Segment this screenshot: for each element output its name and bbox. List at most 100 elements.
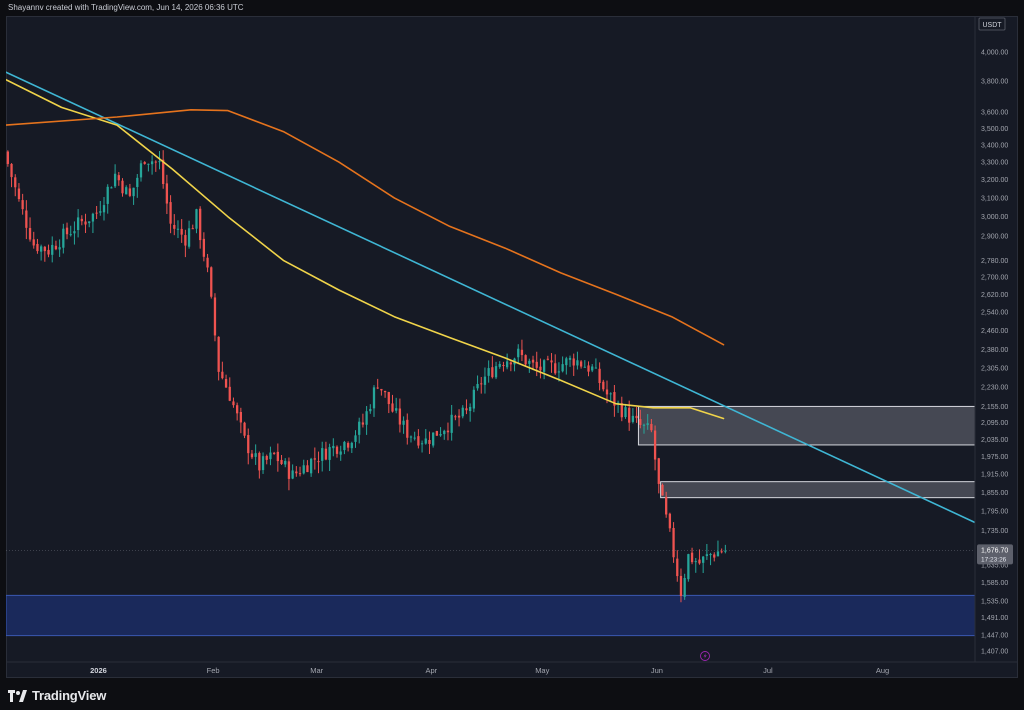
tradingview-logo-icon <box>8 689 27 702</box>
y-tick-label: 3,400.00 <box>981 142 1008 149</box>
candle-body <box>605 389 609 395</box>
candle-body <box>665 496 668 515</box>
y-tick-label: 3,000.00 <box>981 214 1008 221</box>
candle-body <box>476 383 479 389</box>
candle-body <box>295 471 298 474</box>
candle-body <box>587 365 590 372</box>
y-tick-label: 4,000.00 <box>981 49 1008 56</box>
y-tick-label: 1,447.00 <box>981 632 1008 639</box>
candle-body <box>328 447 331 460</box>
candle-body <box>17 188 21 200</box>
x-tick-label: May <box>535 666 549 675</box>
candle-body <box>187 228 191 247</box>
brand-name: TradingView <box>32 688 107 703</box>
candle-body <box>165 183 169 204</box>
zone-supply_upper <box>637 405 975 446</box>
countdown-value: 17:23:26 <box>981 556 1007 563</box>
candle-body <box>631 415 635 422</box>
candle-body <box>724 550 727 552</box>
candle-body <box>232 401 235 406</box>
series-trendline <box>6 71 975 524</box>
candle-body <box>217 336 220 372</box>
x-tick-label: 2026 <box>90 666 107 675</box>
y-tick-label: 2,155.00 <box>981 404 1008 411</box>
x-tick-label: Mar <box>310 666 323 675</box>
candle-body <box>365 411 368 425</box>
candle-body <box>387 392 390 405</box>
y-tick-label: 2,305.00 <box>981 365 1008 372</box>
y-tick-label: 1,491.00 <box>981 615 1008 622</box>
candle-body <box>439 434 442 436</box>
candle-body <box>369 408 372 412</box>
chart-frame[interactable] <box>6 16 1018 678</box>
candle-body <box>709 553 712 556</box>
candle-body <box>154 161 157 163</box>
candle-body <box>602 381 605 390</box>
candle-body <box>483 376 487 385</box>
candle-body <box>106 186 109 204</box>
candle-body <box>184 235 187 246</box>
candle-body <box>443 430 446 435</box>
candle-body <box>224 379 228 388</box>
candle-body <box>450 414 453 433</box>
candle-body <box>690 552 694 563</box>
candle-body <box>413 437 416 439</box>
candle-body <box>84 221 87 225</box>
candle-body <box>594 367 598 369</box>
candle-body <box>579 361 583 367</box>
y-tick-label: 1,535.00 <box>981 598 1008 605</box>
candle-body <box>54 245 58 250</box>
y-tick-label: 2,780.00 <box>981 258 1008 265</box>
candle-body <box>176 228 180 230</box>
candle-body <box>88 221 91 224</box>
candle-body <box>99 211 102 213</box>
candle-body <box>258 452 261 471</box>
candle-body <box>73 231 76 234</box>
candle-body <box>113 173 117 187</box>
candle-body <box>332 445 335 449</box>
candle-body <box>628 407 631 423</box>
candle-body <box>457 415 461 418</box>
candle-body <box>487 368 490 376</box>
candle-body <box>191 228 194 230</box>
candle-body <box>250 453 254 458</box>
candle-body <box>624 407 627 418</box>
candle-body <box>80 218 83 222</box>
candle-body <box>51 244 54 255</box>
candle-body <box>136 177 139 187</box>
candle-body <box>291 470 294 479</box>
y-tick-label: 2,460.00 <box>981 328 1008 335</box>
tradingview-brand[interactable]: TradingView <box>8 688 106 703</box>
x-tick-label: Feb <box>207 666 220 675</box>
candle-body <box>236 405 239 414</box>
candle-body <box>265 455 268 460</box>
candle-body <box>639 419 642 425</box>
candle-body <box>339 451 342 455</box>
candle-body <box>568 357 572 360</box>
candle-body <box>465 408 468 411</box>
candle-body <box>480 383 483 385</box>
candle-body <box>383 390 387 393</box>
candle-body <box>180 228 183 235</box>
candle-body <box>716 551 720 557</box>
candle-body <box>646 423 649 426</box>
candle-body <box>21 200 24 210</box>
candle-body <box>62 228 65 248</box>
header-bar: Shayannv created with TradingView.com, J… <box>0 0 1024 16</box>
y-tick-label: 2,620.00 <box>981 292 1008 299</box>
candle-body <box>324 448 328 460</box>
candle-body <box>672 527 675 558</box>
candle-body <box>469 406 472 412</box>
candle-body <box>380 388 383 391</box>
candle-body <box>228 386 231 401</box>
candle-body <box>110 187 113 189</box>
y-tick-label: 3,600.00 <box>981 110 1008 117</box>
candle-body <box>524 355 527 365</box>
candle-body <box>461 407 464 417</box>
candle-body <box>147 163 150 165</box>
y-tick-label: 3,200.00 <box>981 177 1008 184</box>
candle-body <box>494 366 498 378</box>
y-tick-label: 1,407.00 <box>981 648 1008 655</box>
candle-body <box>306 465 309 473</box>
